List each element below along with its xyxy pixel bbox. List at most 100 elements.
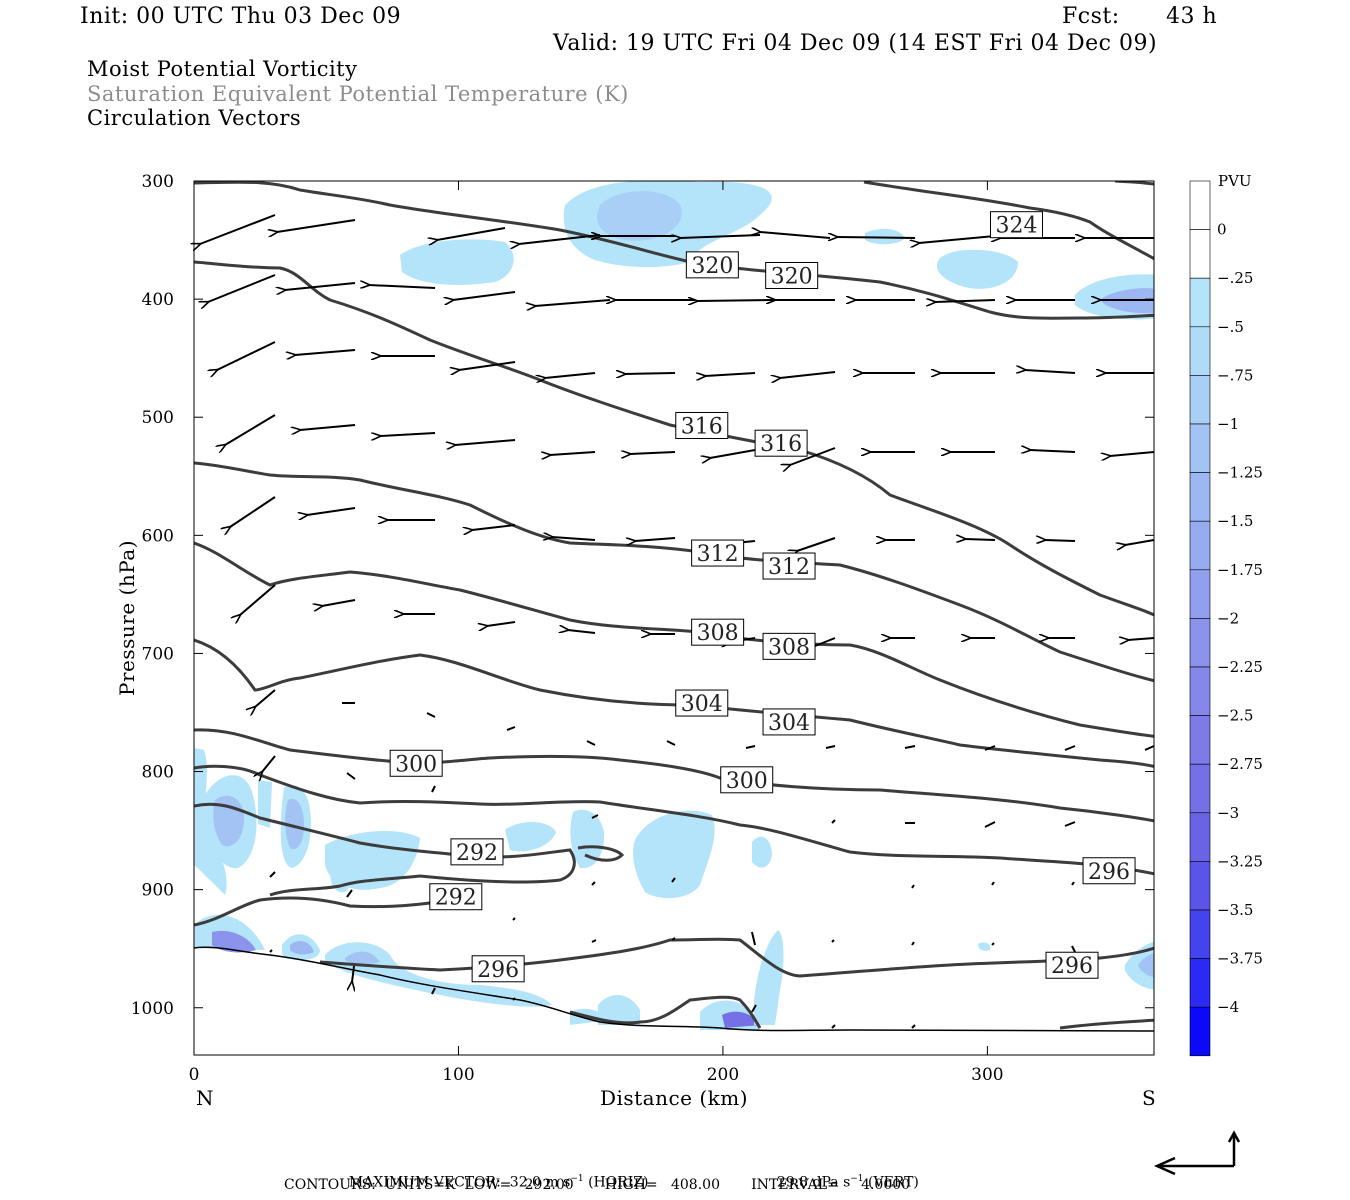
contour-label: 296 (1088, 860, 1130, 885)
field-title-vectors: Circulation Vectors (87, 106, 302, 130)
circulation-vector (780, 371, 836, 378)
circulation-vector (506, 726, 516, 731)
colorbar-label: −.5 (1217, 318, 1244, 336)
contour-label: 292 (456, 841, 498, 866)
circulation-vector (825, 745, 836, 749)
circulation-vector (790, 447, 836, 465)
x-tick-label: 100 (442, 1065, 474, 1085)
colorbar-swatch (1189, 375, 1211, 425)
circulation-vector (240, 584, 276, 615)
contour-label-box (1082, 857, 1136, 885)
contour-label: 312 (697, 542, 739, 567)
circulation-vector (1128, 638, 1155, 640)
colorbar-swatch (1189, 1006, 1211, 1057)
colorbar: 0 −.25 −.5 −.75 −1 −1.25 −1.5 −1.75 −2 −2.25 −2.5 −… (1189, 180, 1263, 1057)
contour-label-box (765, 261, 819, 289)
x-axis: 0 100 200 300 (189, 181, 1004, 1085)
contour-line (194, 541, 1154, 738)
circulation-vector (984, 745, 996, 751)
colorbar-swatch (1189, 763, 1211, 814)
circulation-vector (453, 291, 516, 300)
max-vector-label: MAXIMUM VECTOR: (348, 1174, 501, 1191)
colorbar-swatch (1189, 715, 1211, 765)
contour-line (194, 764, 1154, 876)
contour-label-box (989, 211, 1043, 239)
valid-time: Valid: 19 UTC Fri 04 Dec 09 (14 EST Fri … (553, 31, 1158, 56)
circulation-vector (760, 232, 831, 239)
circulation-vector (671, 937, 676, 941)
circulation-vector (591, 814, 599, 819)
contour-line (194, 896, 451, 927)
circulation-vector (217, 341, 276, 370)
circulation-vector (550, 452, 596, 455)
circulation-vector (965, 539, 996, 540)
circulation-vector (745, 745, 756, 749)
x-tick-label: 0 (189, 1065, 200, 1085)
circulation-vector (262, 755, 276, 772)
colorbar-title: PVU (1218, 172, 1252, 190)
pv-blob (212, 930, 256, 953)
circulation-vector (255, 689, 276, 707)
circulation-vector (295, 349, 356, 355)
colorbar-label: −2.75 (1217, 755, 1263, 773)
circulation-vector (625, 373, 676, 374)
colorbar-label: −3.25 (1217, 852, 1263, 870)
circulation-vector (380, 433, 436, 436)
circulation-vector (911, 1024, 916, 1029)
colorbar-swatch (1189, 423, 1211, 473)
circulation-vector (1025, 370, 1076, 373)
contour-label-box (762, 708, 816, 736)
circulation-vector (911, 941, 915, 946)
circulation-vector (697, 300, 776, 301)
circulation-vector (512, 997, 516, 1001)
contour-label: 324 (995, 214, 1037, 239)
y-axis: 300 400 500 600 700 800 900 1000 (131, 172, 1154, 1019)
circulation-vector (1045, 540, 1076, 541)
circulation-vector (346, 772, 356, 780)
circulation-vector (935, 300, 996, 302)
colorbar-label: −.25 (1217, 269, 1253, 287)
circulation-vector (307, 507, 356, 515)
colorbar-label: −3 (1217, 804, 1239, 822)
colorbar-swatch (1189, 569, 1211, 619)
init-time: Init: 00 UTC Thu 03 Dec 09 (80, 4, 402, 29)
circulation-vector (535, 299, 611, 306)
colorbar-label: −3.5 (1217, 901, 1253, 919)
contour-label: 296 (477, 958, 519, 983)
max-vector-line: MAXIMUM VECTOR: 32.0 m s−1 (HORIZ) (340, 1158, 649, 1191)
circulation-vector (1064, 745, 1076, 751)
pv-blob (325, 942, 552, 1007)
circulation-vector (831, 939, 835, 943)
colorbar-swatch (1189, 180, 1211, 230)
circulation-vector (1144, 745, 1155, 751)
colorbar-label: −1.25 (1217, 464, 1263, 482)
contour-label: 316 (681, 414, 723, 439)
contour-label-box (471, 955, 525, 983)
contour-label-box (675, 689, 729, 717)
colorbar-swatch (1189, 277, 1211, 328)
contour-label-box (1045, 951, 1099, 979)
colorbar-swatch (1189, 812, 1211, 862)
x-tick-label: 200 (707, 1065, 739, 1085)
contour-label-box (450, 838, 504, 866)
pv-blob (722, 1011, 760, 1028)
circulation-vector (1110, 451, 1155, 456)
horiz-tag: (HORIZ) (588, 1174, 649, 1191)
circulation-vectors (200, 214, 1155, 1029)
circulation-vector (591, 881, 596, 886)
vert-value: 29.8 dPa s (776, 1174, 851, 1191)
circulation-vector (431, 987, 436, 995)
contour-line (569, 995, 762, 1029)
contour-line (194, 638, 1154, 769)
pv-blob (285, 798, 304, 850)
x-axis-label: Distance (km) (600, 1086, 748, 1110)
colorbar-label: −2.25 (1217, 658, 1263, 676)
colorbar-label: −2.5 (1217, 707, 1253, 725)
north-label: N (196, 1086, 214, 1110)
circulation-vector (630, 452, 676, 454)
contour-label-box (389, 749, 443, 777)
circulation-vector (200, 214, 276, 244)
contour-label: 312 (768, 555, 810, 580)
contour-label: 320 (691, 254, 733, 279)
circulation-vector (552, 537, 596, 540)
